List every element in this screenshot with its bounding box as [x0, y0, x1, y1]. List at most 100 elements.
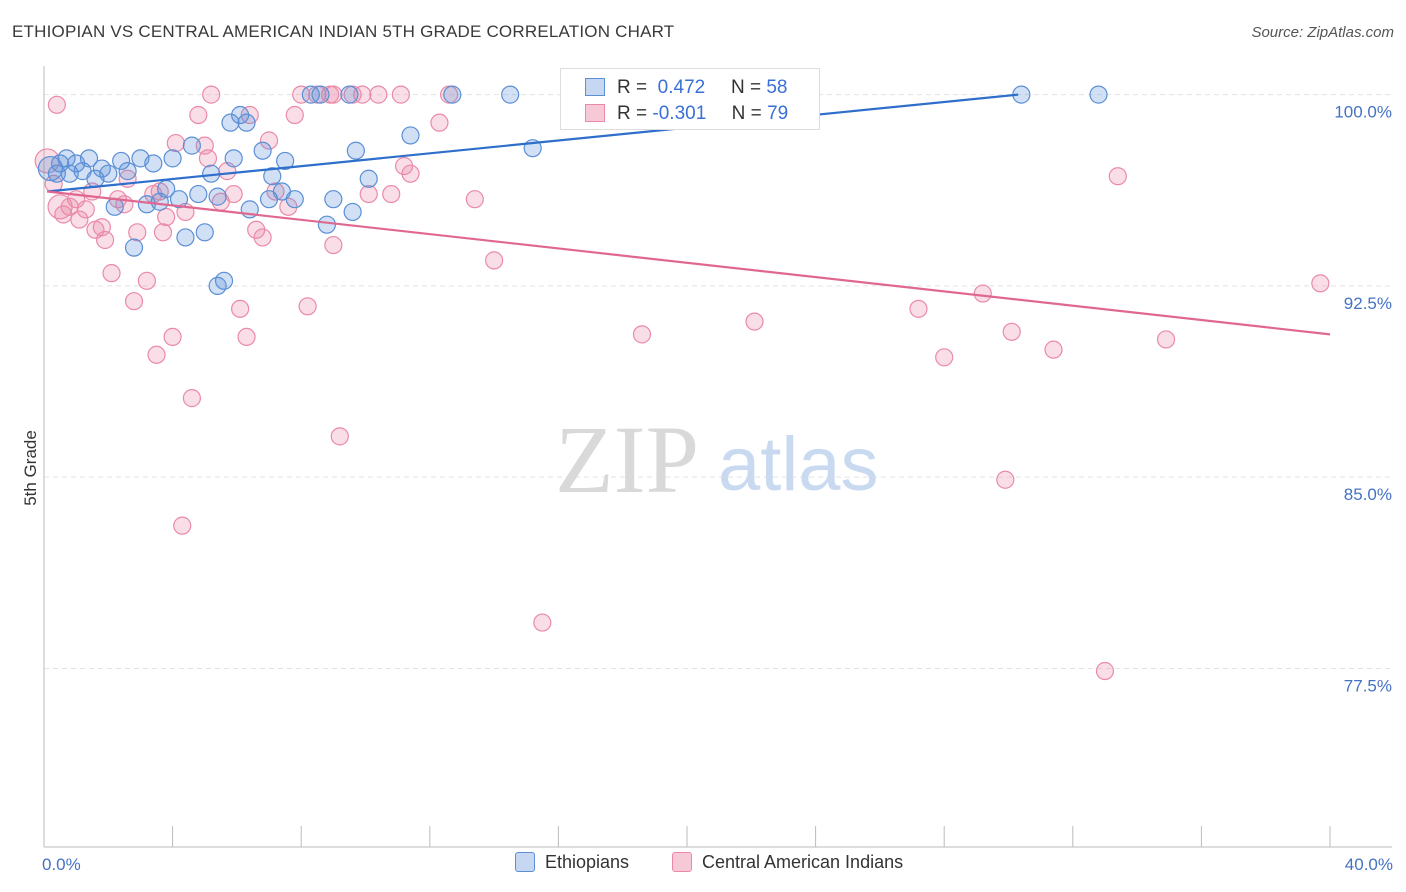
- bottom-legend-swatch-pink: [672, 852, 692, 872]
- point-0-24: [189, 184, 208, 204]
- point-1-53: [353, 85, 372, 104]
- series-central-american-indians: [34, 85, 1330, 681]
- legend-n-value-2: 79: [767, 103, 789, 124]
- point-0-30: [221, 113, 240, 132]
- point-1-17: [128, 223, 147, 242]
- point-1-50: [324, 235, 343, 255]
- point-0-40: [285, 190, 304, 209]
- point-1-55: [369, 85, 388, 104]
- y-tick-label-2: 85.0%: [1344, 485, 1392, 504]
- point-1-23: [157, 207, 176, 227]
- trend-line-1: [47, 190, 1331, 336]
- bottom-legend-swatch-blue: [515, 852, 535, 872]
- legend-swatch-blue: [585, 78, 605, 96]
- point-1-65: [632, 325, 652, 344]
- point-1-73: [1095, 661, 1115, 681]
- legend-swatch-pink: [585, 104, 605, 122]
- point-0-22: [176, 228, 195, 247]
- point-0-17: [144, 154, 163, 173]
- point-1-75: [1156, 330, 1176, 349]
- point-0-57: [1089, 85, 1108, 104]
- point-1-49: [324, 85, 343, 104]
- bottom-legend-label-ethiopians: Ethiopians: [545, 852, 630, 872]
- point-1-41: [259, 131, 279, 150]
- point-0-21: [169, 190, 189, 209]
- point-0-3: [57, 149, 76, 168]
- point-0-35: [253, 141, 272, 160]
- point-0-46: [343, 202, 362, 222]
- stats-legend: R = 0.472 N = 58 R = -0.301 N = 79: [560, 68, 820, 130]
- legend-n-label-1: N =: [730, 77, 762, 98]
- point-0-20: [163, 149, 182, 168]
- point-1-66: [745, 312, 764, 331]
- point-1-32: [202, 85, 221, 104]
- point-1-70: [996, 470, 1015, 489]
- point-0-14: [124, 238, 144, 257]
- legend-r-value-1: 0.472: [657, 77, 706, 98]
- y-tick-label-0: 100.0%: [1334, 103, 1392, 122]
- point-1-45: [292, 85, 311, 104]
- point-1-24: [163, 327, 182, 347]
- point-0-39: [276, 151, 295, 171]
- point-0-37: [263, 167, 282, 186]
- point-0-25: [195, 223, 214, 242]
- watermark-atlas: atlas: [718, 422, 879, 507]
- point-1-28: [182, 389, 201, 408]
- y-tick-label-3: 77.5%: [1344, 676, 1392, 695]
- point-1-71: [1002, 322, 1021, 341]
- point-0-51: [501, 85, 520, 104]
- point-0-23: [182, 136, 201, 155]
- point-0-45: [340, 85, 359, 104]
- point-1-68: [935, 348, 954, 367]
- point-1-29: [189, 105, 208, 125]
- point-0-44: [324, 190, 343, 209]
- axes: [43, 66, 1392, 848]
- point-1-26: [173, 516, 192, 535]
- point-1-31: [198, 149, 218, 168]
- point-1-44: [285, 105, 304, 125]
- point-1-36: [231, 299, 250, 318]
- point-1-18: [137, 271, 156, 290]
- point-1-62: [465, 190, 484, 209]
- point-1-63: [485, 251, 504, 270]
- point-0-10: [99, 164, 118, 183]
- point-1-40: [253, 228, 272, 247]
- point-0-29: [214, 271, 234, 290]
- trend-line-0: [47, 93, 1019, 193]
- trend-lines: [47, 93, 1331, 336]
- point-1-25: [166, 133, 185, 153]
- legend-r-label-1: R =: [617, 77, 648, 98]
- legend-r-value-2: -0.301: [652, 103, 707, 124]
- point-0-12: [112, 151, 131, 171]
- legend-row-central-american-indians: R = -0.301 N = 79: [585, 103, 788, 125]
- watermark-zip: ZIP: [555, 406, 699, 513]
- point-0-27: [208, 187, 227, 206]
- y-tick-label-1: 92.5%: [1344, 294, 1392, 313]
- point-0-33: [237, 113, 256, 132]
- point-0-48: [359, 169, 378, 188]
- point-1-69: [973, 284, 992, 303]
- point-0-1: [47, 164, 66, 183]
- x-tick-label-0: 0.0%: [42, 855, 81, 874]
- point-1-11: [95, 230, 115, 250]
- point-1-6: [70, 210, 89, 229]
- point-1-35: [224, 184, 243, 204]
- point-1-74: [1108, 167, 1127, 186]
- point-1-67: [909, 299, 928, 318]
- point-1-20: [147, 345, 166, 364]
- y-axis-label: 5th Grade: [21, 430, 40, 506]
- point-1-76: [1311, 274, 1330, 293]
- point-1-57: [391, 85, 410, 104]
- point-1-56: [382, 184, 401, 204]
- point-0-41: [301, 85, 320, 104]
- point-1-72: [1044, 340, 1063, 359]
- point-1-16: [124, 292, 144, 311]
- point-0-49: [401, 126, 420, 145]
- point-1-51: [330, 427, 349, 446]
- bottom-legend-label-central-american-indians: Central American Indians: [702, 852, 904, 872]
- point-0-42: [311, 85, 330, 104]
- point-1-22: [153, 223, 173, 242]
- bottom-legend-central-american-indians: Central American Indians: [672, 852, 903, 873]
- tick-labels: 100.0% 92.5% 85.0% 77.5% 0.0% 40.0%: [42, 103, 1393, 874]
